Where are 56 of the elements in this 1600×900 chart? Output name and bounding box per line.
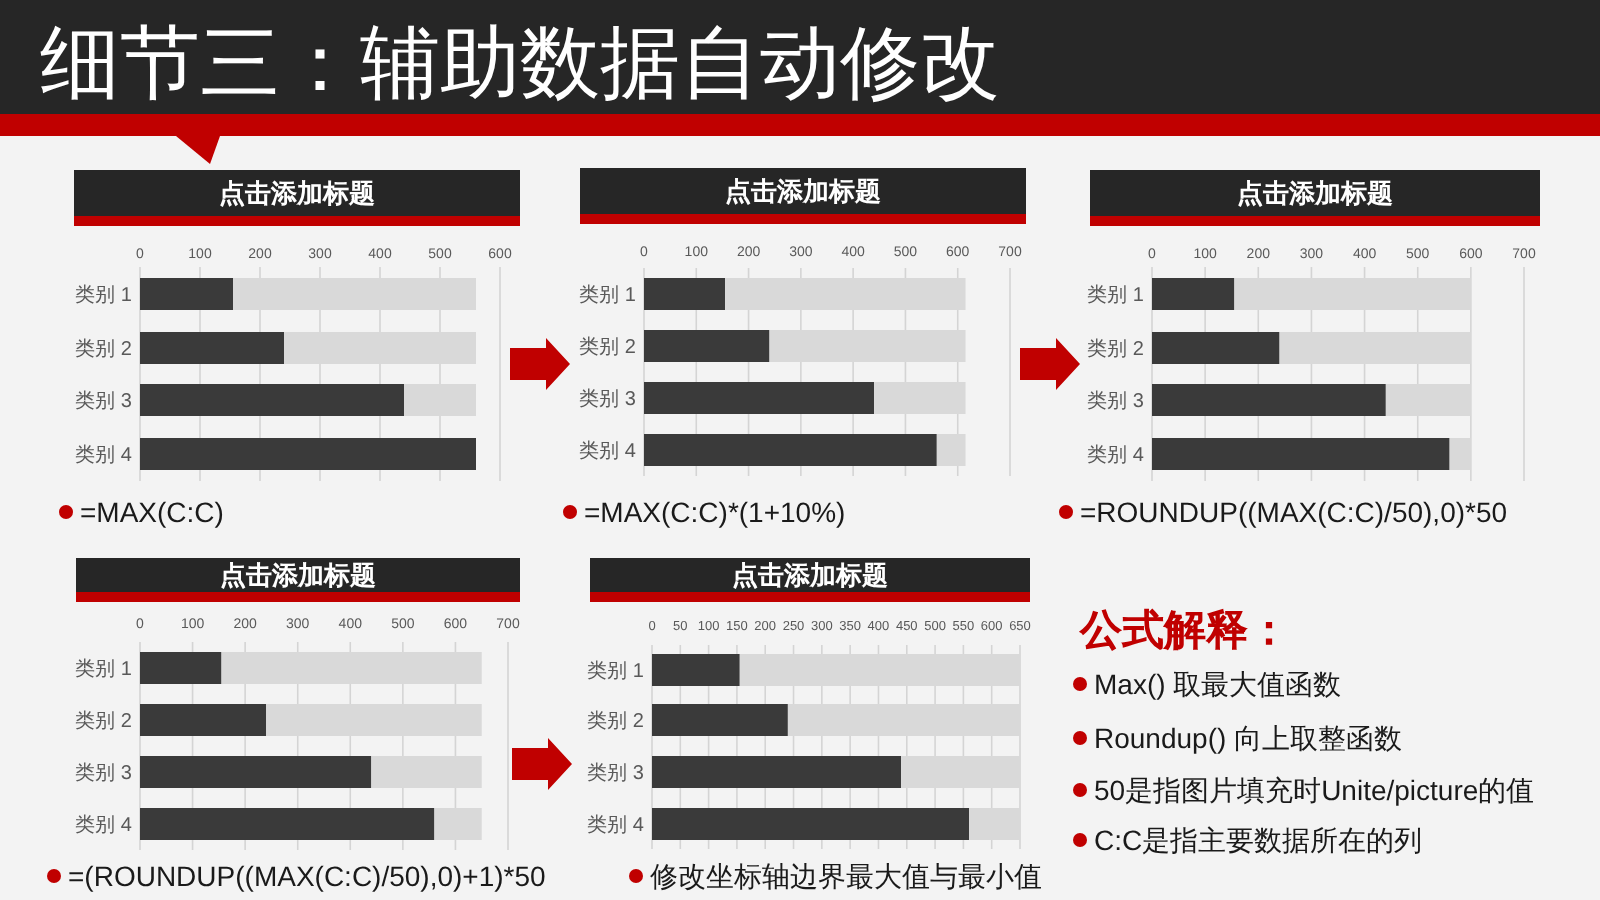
chart-title: 点击添加标题 <box>732 560 888 590</box>
y-tick-label: 类别 1 <box>75 657 133 681</box>
text: 50是指图片填充时Unite/picture的值 <box>1094 774 1535 806</box>
text: Max() 取最大值函数 <box>1094 668 1342 700</box>
y-tick-label: 类别 3 <box>75 761 133 785</box>
y-tick-label: 类别 4 <box>75 813 133 837</box>
chart-title: 点击添加标题 <box>219 178 375 208</box>
bar <box>644 382 875 414</box>
y-tick-label: 类别 3 <box>1087 389 1145 413</box>
text: 公式解释： <box>1078 608 1290 654</box>
text: 细节三：辅助数据自动修改 <box>40 20 1000 108</box>
bar <box>644 434 937 466</box>
bar <box>140 332 284 364</box>
text: Roundup() 向上取整函数 <box>1094 722 1403 754</box>
bar <box>652 654 740 686</box>
y-tick-label: 类别 4 <box>75 443 133 467</box>
bar <box>644 278 726 310</box>
bar <box>652 756 902 788</box>
text: =MAX(C:C) <box>80 496 224 528</box>
text: C:C是指主要数据所在的列 <box>1094 824 1423 856</box>
text: 修改坐标轴边界最大值与最小值 <box>650 860 1042 892</box>
text: =MAX(C:C)*(1+10%) <box>584 496 846 528</box>
bar <box>1152 332 1280 364</box>
chart-title: 点击添加标题 <box>725 176 881 206</box>
y-tick-label: 类别 2 <box>1087 337 1145 361</box>
bar <box>1152 438 1450 470</box>
bar <box>652 808 970 840</box>
chart-title: 点击添加标题 <box>220 560 376 590</box>
y-tick-label: 类别 2 <box>75 709 133 733</box>
y-tick-label: 类别 4 <box>1087 443 1145 467</box>
bar <box>140 652 222 684</box>
y-tick-label: 类别 2 <box>587 709 645 733</box>
y-tick-label: 类别 2 <box>75 337 133 361</box>
bar <box>140 384 404 416</box>
text: =ROUNDUP((MAX(C:C)/50),0)*50 <box>1080 496 1508 528</box>
bar <box>644 330 770 362</box>
y-tick-label: 类别 4 <box>587 813 645 837</box>
y-tick-label: 类别 4 <box>579 439 637 463</box>
bar <box>652 704 788 736</box>
y-tick-label: 类别 3 <box>579 387 637 411</box>
y-tick-label: 类别 1 <box>75 283 133 307</box>
bar <box>140 756 372 788</box>
chart-title: 点击添加标题 <box>1237 178 1393 208</box>
bar <box>1152 384 1386 416</box>
y-tick-label: 类别 2 <box>579 335 637 359</box>
y-tick-label: 类别 3 <box>75 389 133 413</box>
y-tick-label: 类别 3 <box>587 761 645 785</box>
y-tick-label: 类别 1 <box>579 283 637 307</box>
bar <box>140 704 267 736</box>
bar <box>140 438 476 470</box>
y-tick-label: 类别 1 <box>587 659 645 683</box>
y-tick-label: 类别 1 <box>1087 283 1145 307</box>
bar <box>1152 278 1235 310</box>
text: =(ROUNDUP((MAX(C:C)/50),0)+1)*50 <box>68 860 547 892</box>
bar <box>140 278 233 310</box>
bar <box>140 808 435 840</box>
